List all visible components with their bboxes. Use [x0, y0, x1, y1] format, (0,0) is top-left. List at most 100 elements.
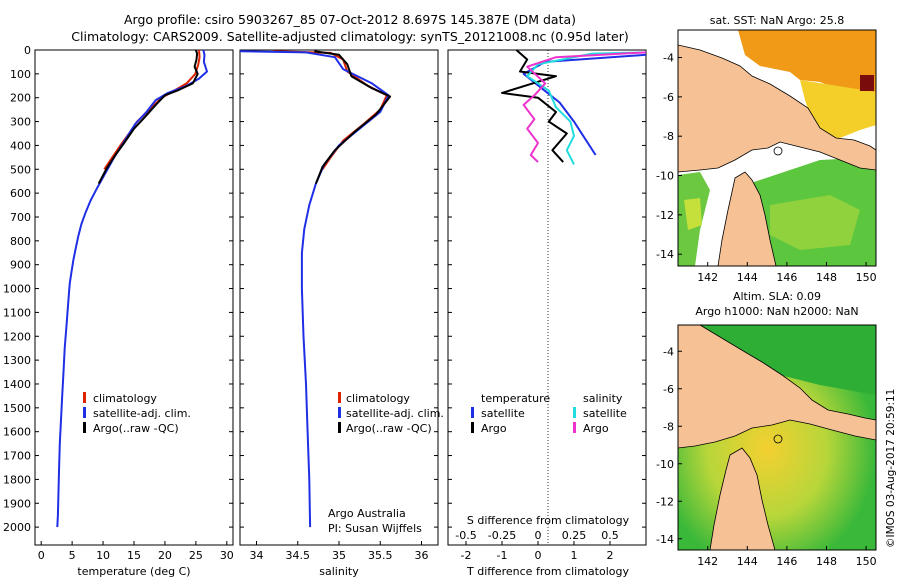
y-tick-label: 400: [10, 139, 31, 152]
map-y-tick-label: -8: [663, 420, 674, 433]
y-tick-label: 1600: [3, 426, 31, 439]
x-tick-label: 0: [38, 549, 45, 562]
legend-climatology: climatology: [346, 392, 410, 405]
x-tick-label: -1: [497, 549, 508, 562]
series-line-argo: [97, 50, 199, 185]
x-tick-label: 20: [158, 549, 172, 562]
legend-t-satellite: satellite: [481, 407, 525, 420]
y-tick-label: 0: [24, 44, 31, 57]
argo-location: [773, 434, 783, 444]
t-difference-axis-label: T difference from climatology: [466, 565, 629, 578]
s-tick-label: 0: [535, 529, 542, 542]
sst-mid-region: [800, 80, 876, 140]
sst-map-title: sat. SST: NaN Argo: 25.8: [710, 14, 844, 27]
x-tick-label: 35.5: [368, 549, 393, 562]
legend-satellite-adj-clim: satellite-adj. clim.: [93, 407, 191, 420]
x-tick-label: 10: [96, 549, 110, 562]
legend-s-satellite: satellite: [583, 407, 627, 420]
map-y-tick-label: -4: [663, 345, 674, 358]
sla-map-title-1: Altim. SLA: 0.09: [733, 290, 821, 303]
series-line-satellite_s: [526, 51, 646, 165]
map-y-tick-label: -12: [656, 495, 674, 508]
legend-argo: Argo(..raw -QC): [93, 422, 179, 435]
land-cape-york: [709, 447, 776, 550]
map-x-tick-label: 146: [776, 555, 797, 568]
y-tick-label: 1000: [3, 283, 31, 296]
y-tick-label: 900: [10, 259, 31, 272]
land-cape-york: [717, 171, 777, 266]
salinity-legend: climatology satellite-adj. clim. Argo(..…: [338, 392, 444, 435]
map-x-tick-label: 144: [737, 271, 758, 284]
map-x-tick-label: 146: [776, 271, 797, 284]
y-tick-label: 1700: [3, 450, 31, 463]
s-difference-label: S difference from climatology: [467, 514, 630, 527]
map-y-tick-label: -10: [656, 170, 674, 183]
salinity-panel: 34 34.5 35 35.5 36 salinity climatology sate…: [239, 49, 444, 578]
series-line-argo: [314, 50, 392, 184]
sla-map: Altim. SLA: 0.09 Argo h1000: NaN h2000: …: [656, 290, 877, 568]
legend-argo: Argo(..raw -QC): [346, 422, 432, 435]
map-y-tick-label: -14: [656, 248, 674, 261]
x-tick-label: 15: [127, 549, 141, 562]
salinity-axis-label: salinity: [319, 565, 359, 578]
x-tick-label: 36: [415, 549, 429, 562]
land-new-guinea: [678, 44, 876, 173]
x-tick-label: 1: [571, 549, 578, 562]
temperature-panel: 0 5 10 15 20 25 300100200300400500600700800900…: [3, 44, 234, 578]
temperature-axis-label: temperature (deg C): [77, 565, 190, 578]
y-tick-label: 300: [10, 116, 31, 129]
series-line-argo: [501, 50, 568, 163]
legend-header-temperature: temperature: [481, 392, 550, 405]
x-tick-label: 0: [535, 549, 542, 562]
x-tick-label: -2: [461, 549, 472, 562]
y-tick-label: 200: [10, 92, 31, 105]
legend-t-argo: Argo: [481, 422, 507, 435]
s-tick-label: -0.25: [488, 529, 516, 542]
y-tick-label: 100: [10, 68, 31, 81]
x-tick-label: 5: [69, 549, 76, 562]
y-tick-label: 1900: [3, 497, 31, 510]
map-x-tick-label: 142: [697, 555, 718, 568]
difference-panel: -2 -1 0 1 2 -0.5 -0.25 0 0.25 0.5 S difference fr…: [447, 49, 647, 578]
y-tick-label: 500: [10, 163, 31, 176]
map-y-tick-label: -6: [663, 91, 674, 104]
map-x-tick-label: 142: [697, 271, 718, 284]
y-tick-label: 1100: [3, 306, 31, 319]
legend-header-salinity: salinity: [583, 392, 623, 405]
s-tick-label: 0.25: [562, 529, 587, 542]
y-tick-label: 2000: [3, 521, 31, 534]
s-tick-label: -0.5: [455, 529, 476, 542]
s-tick-label: 0.5: [601, 529, 619, 542]
argo-australia-label: Argo Australia: [328, 507, 406, 520]
x-tick-label: 2: [607, 549, 614, 562]
legend-satellite-adj-clim: satellite-adj. clim.: [346, 407, 444, 420]
map-y-tick-label: -8: [663, 130, 674, 143]
map-y-tick-label: -14: [656, 533, 674, 546]
land-new-guinea: [678, 325, 876, 449]
pi-label: PI: Susan Wijffels: [328, 522, 422, 535]
series-line-argo_s: [522, 51, 646, 163]
difference-legend: temperature salinity satellite Argo sate…: [471, 392, 627, 435]
map-y-tick-label: -6: [663, 383, 674, 396]
x-tick-label: 25: [189, 549, 203, 562]
map-y-tick-label: -12: [656, 209, 674, 222]
sla-map-title-2: Argo h1000: NaN h2000: NaN: [695, 305, 858, 318]
x-tick-label: 34.5: [286, 549, 311, 562]
y-tick-label: 1800: [3, 473, 31, 486]
figure-title-line-1: Argo profile: csiro 5903267_85 07-Oct-20…: [124, 12, 576, 27]
imos-credit: ©IMOS 03-Aug-2017 20:59:11: [885, 389, 897, 548]
map-y-tick-label: -4: [663, 52, 674, 65]
x-tick-label: 35: [332, 549, 346, 562]
map-x-tick-label: 144: [737, 555, 758, 568]
argo-location: [773, 146, 783, 156]
temperature-legend: climatology satellite-adj. clim. Argo(..…: [83, 392, 191, 435]
y-tick-label: 700: [10, 211, 31, 224]
x-tick-label: 34: [250, 549, 264, 562]
sst-warm-region: [738, 30, 876, 92]
map-x-tick-label: 148: [816, 271, 837, 284]
y-tick-label: 1400: [3, 378, 31, 391]
y-tick-label: 1300: [3, 354, 31, 367]
sst-map: sat. SST: NaN Argo: 25.8 142 144 146 148 150…: [656, 14, 877, 284]
legend-climatology: climatology: [93, 392, 157, 405]
